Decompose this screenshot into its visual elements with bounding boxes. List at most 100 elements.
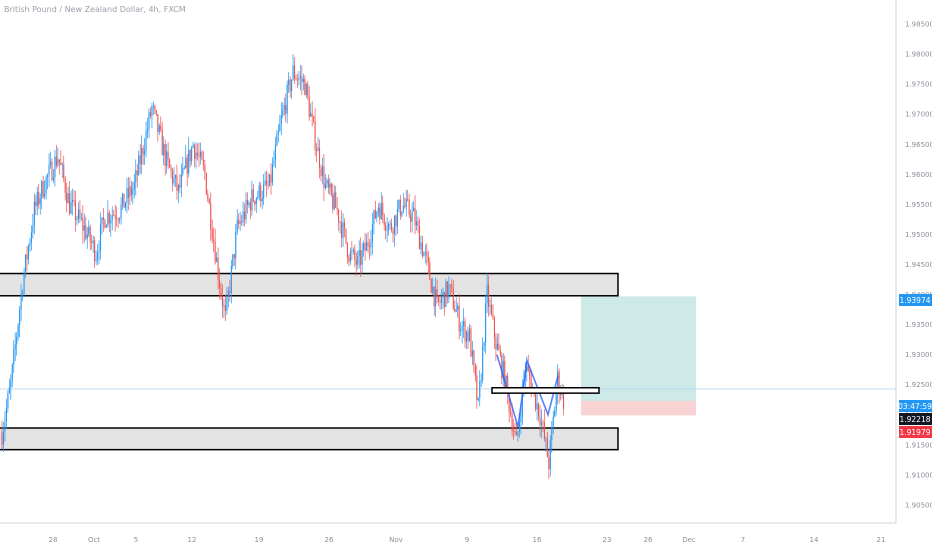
x-tick-label: 16 — [533, 536, 542, 544]
candle-body — [267, 185, 269, 187]
candle-body — [433, 286, 435, 307]
candle-body — [192, 144, 194, 148]
y-tick-label: 1.92500 — [905, 381, 932, 389]
candle-body — [170, 167, 172, 171]
candle-body — [48, 165, 50, 176]
candle-body — [480, 380, 482, 382]
candle-body — [289, 79, 291, 92]
candle-body — [123, 193, 125, 208]
candle-body — [199, 151, 201, 157]
candle-body — [268, 174, 271, 186]
candle-body — [327, 180, 329, 188]
candle-body — [299, 76, 301, 79]
x-tick-label: 26 — [325, 536, 334, 544]
candle-body — [105, 225, 107, 228]
candle-body — [414, 207, 416, 226]
candle-body — [392, 230, 394, 235]
candle-body — [445, 281, 447, 307]
candle-body — [364, 242, 366, 251]
candle-body — [308, 96, 310, 117]
x-tick-label: 19 — [255, 536, 264, 544]
candle-body — [33, 201, 35, 226]
candle-body — [518, 422, 520, 432]
candle-body — [457, 305, 459, 310]
candle-body — [102, 217, 104, 220]
candle-body — [498, 343, 500, 351]
candle-body — [74, 200, 77, 221]
candle-body — [451, 284, 453, 289]
candle-body — [107, 212, 109, 226]
price-tag-label: 1.91979 — [899, 428, 930, 437]
candle-body — [546, 438, 548, 457]
candle-body — [452, 288, 454, 310]
candle-body — [499, 350, 501, 356]
candle-body — [517, 431, 519, 436]
candle-body — [179, 185, 181, 188]
candle-body — [560, 392, 562, 395]
candle-body — [233, 254, 235, 259]
candle-body — [373, 210, 375, 225]
candle-body — [116, 218, 118, 220]
candle-body — [201, 151, 203, 160]
candle-body — [145, 131, 147, 151]
candle-body — [285, 105, 287, 114]
candle-body — [132, 188, 134, 195]
candle-body — [22, 293, 24, 294]
candle-body — [474, 364, 476, 376]
candle-body — [439, 301, 441, 303]
candle-body — [79, 209, 81, 219]
candle-body — [496, 343, 498, 350]
candle-body — [114, 215, 116, 219]
y-tick-label: 1.95500 — [905, 201, 932, 209]
candle-body — [135, 170, 137, 183]
candle-body — [526, 366, 528, 371]
candle-body — [514, 431, 516, 433]
candle-body — [440, 297, 443, 303]
candle-body — [8, 387, 10, 394]
x-tick-label: 26 — [644, 536, 653, 544]
candle-body — [283, 105, 285, 110]
candle-body — [527, 366, 529, 371]
price-tag — [899, 426, 932, 438]
x-tick-label: 21 — [877, 536, 886, 544]
candle-body — [72, 199, 74, 203]
y-tick-label: 1.98500 — [905, 21, 932, 29]
candle-body — [163, 143, 165, 156]
candle-body — [154, 105, 156, 110]
candle-body — [360, 250, 362, 265]
candle-body — [86, 234, 88, 239]
candle-body — [442, 292, 444, 298]
candle-body — [455, 309, 457, 312]
candle-body — [239, 221, 241, 224]
candle-body — [370, 242, 372, 248]
candle-body — [393, 215, 396, 235]
price-tag — [899, 294, 932, 306]
candle-body — [376, 211, 378, 219]
candle-body — [221, 295, 224, 307]
candle-body — [358, 250, 360, 257]
candle-body — [548, 456, 550, 470]
candle-body — [502, 361, 504, 379]
candle-body — [251, 189, 253, 211]
candle-body — [120, 204, 122, 219]
candle-body — [413, 207, 415, 212]
candle-body — [552, 416, 554, 428]
candle-body — [169, 159, 171, 168]
candle-body — [24, 254, 27, 274]
candle-body — [389, 223, 391, 225]
y-tick-label: 1.98000 — [905, 51, 932, 59]
candle-body — [296, 79, 299, 81]
candle-body — [396, 209, 398, 227]
candle-body — [19, 309, 21, 325]
candle-body — [348, 257, 350, 262]
candle-body — [177, 185, 179, 191]
candle-body — [479, 381, 481, 398]
candle-body — [346, 242, 348, 258]
candle-body — [435, 289, 437, 307]
candle-body — [288, 79, 290, 85]
candle-body — [448, 284, 450, 298]
candle-body — [291, 79, 293, 92]
candle-body — [182, 168, 184, 174]
candle-body — [323, 166, 325, 188]
